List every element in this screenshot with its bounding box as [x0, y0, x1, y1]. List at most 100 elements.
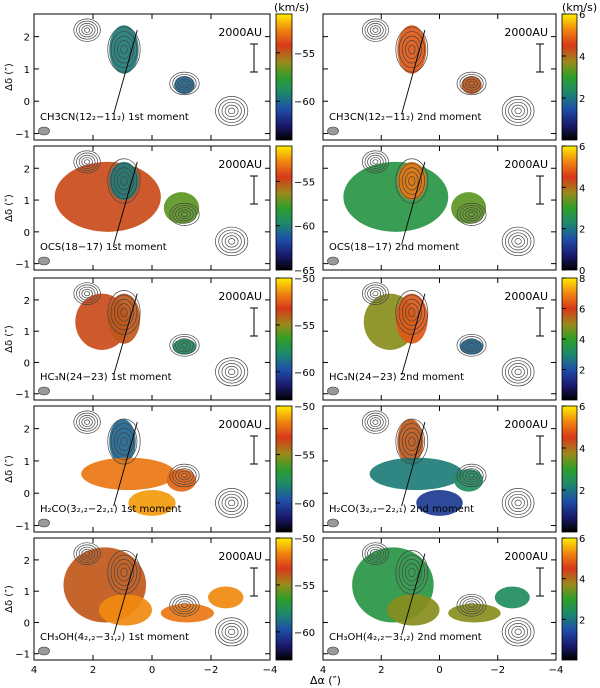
colorbar-tick-label: 4	[579, 575, 585, 586]
colorbar-tick-label: −60	[294, 222, 315, 233]
continuum-contour	[459, 466, 484, 485]
continuum-contour	[81, 25, 93, 36]
continuum-contour	[81, 157, 93, 167]
emission-blob	[109, 161, 139, 201]
panel-title: CH3CN(12₂−11₂) 1st moment	[40, 112, 189, 123]
continuum-contour	[395, 290, 429, 335]
continuum-contour	[84, 551, 91, 557]
moment-panel: 2000AU HC₃N(24−23) 2nd moment 8 6 4 2	[322, 274, 585, 401]
continuum-contour	[408, 44, 416, 55]
continuum-contour	[395, 158, 429, 204]
moment-panel: 2 1 0 −1 Δδ (″) 2000AU HC₃N(24−23) 1st moment −…	[4, 274, 315, 401]
emission-blob	[387, 594, 440, 626]
colorbar-tick-label: 2	[579, 94, 585, 105]
beam-ellipse	[38, 126, 50, 136]
continuum-contour	[465, 600, 478, 610]
continuum-contour	[181, 80, 188, 87]
outflow-axis-line	[401, 422, 426, 507]
continuum-contour	[364, 544, 387, 563]
continuum-contour	[73, 18, 101, 42]
continuum-contour	[172, 596, 197, 615]
y-tick-label: 2	[24, 556, 30, 567]
y-tick-label: −1	[15, 522, 30, 533]
continuum-contour	[215, 357, 249, 387]
continuum-contour	[398, 294, 425, 331]
continuum-contour	[218, 620, 245, 644]
panel-title: H₂CO(3₂,₂−2₂,₁) 1st moment	[40, 504, 182, 515]
outflow-axis-line	[113, 422, 138, 507]
continuum-contour	[408, 307, 416, 318]
continuum-contour	[405, 171, 419, 191]
continuum-contour	[501, 96, 535, 126]
continuum-contour	[228, 238, 236, 245]
colorbar-tick-label: 6	[579, 142, 585, 153]
continuum-contour	[508, 623, 529, 641]
moment-panel: 4 2 0 −2 −4 2000AU CH₃OH(4₂,₂−3₁,₂) 2nd moment…	[320, 534, 586, 676]
continuum-contour	[459, 205, 484, 224]
continuum-contour	[398, 554, 425, 591]
scale-bar-label: 2000AU	[218, 158, 262, 171]
continuum-contour	[361, 542, 389, 565]
continuum-contour	[110, 31, 138, 68]
emission-blob	[98, 594, 152, 626]
beam-ellipse	[38, 256, 50, 266]
continuum-contour	[408, 436, 416, 447]
continuum-contour	[511, 235, 525, 248]
panel-title: HC₃N(24−23) 1st moment	[40, 372, 172, 383]
scale-bar-label: 2000AU	[218, 26, 262, 39]
colorbar-tick-label: −50	[294, 402, 315, 413]
continuum-contour	[369, 548, 382, 559]
colorbar-tick-label: 6	[579, 10, 585, 21]
colorbar-tick-label: 4	[579, 52, 585, 63]
continuum-contour	[372, 159, 379, 165]
continuum-contour	[468, 602, 475, 608]
colorbar-tick-label: 4	[579, 444, 585, 455]
panel-title: OCS(18−17) 1st moment	[40, 242, 167, 253]
y-tick-label: 1	[24, 587, 30, 598]
continuum-contour	[224, 625, 239, 638]
continuum-contour	[107, 26, 141, 73]
continuum-contour	[73, 542, 101, 565]
colorbar-tick-label: 0	[579, 266, 585, 277]
panel-title: CH₃OH(4₂,₂−3₁,₂) 2nd moment	[329, 632, 482, 643]
moment-panel: 2 1 0 −1 Δδ (″) 2000AU OCS(18−17) 1st moment −5…	[4, 145, 315, 277]
y-axis-label: Δδ (″)	[4, 325, 15, 353]
continuum-contour	[84, 159, 91, 165]
continuum-contour	[175, 598, 194, 613]
continuum-contour	[228, 499, 236, 507]
continuum-contour	[364, 20, 387, 40]
colorbar-tick-label: 6	[579, 305, 585, 316]
colorbar-tick-label: −55	[294, 581, 315, 592]
y-tick-label: 2	[24, 33, 30, 44]
continuum-contour	[76, 20, 99, 40]
colorbar-tick-label: −55	[294, 177, 315, 188]
colorbar-tick-label: −60	[294, 499, 315, 510]
colorbar	[561, 537, 578, 661]
y-tick-label: −1	[15, 130, 30, 141]
continuum-contour	[459, 74, 484, 93]
continuum-contour	[405, 563, 419, 582]
continuum-contour	[78, 154, 96, 169]
scale-bar-label: 2000AU	[504, 418, 548, 431]
continuum-contour	[178, 78, 191, 89]
colorbar-tick-label: 6	[579, 402, 585, 413]
continuum-contour	[113, 558, 135, 586]
continuum-contour	[178, 209, 191, 220]
continuum-contour	[456, 71, 487, 96]
moment-panel: 2000AU CH3CN(12₂−11₂) 2nd moment 6 4 2	[322, 10, 585, 141]
continuum-contour	[181, 211, 188, 217]
continuum-contour	[465, 209, 478, 220]
colorbar-tick-label: −55	[294, 49, 315, 60]
continuum-contour	[408, 176, 416, 186]
continuum-contour	[113, 427, 135, 456]
continuum-contour	[398, 423, 425, 460]
scale-bar-label: 2000AU	[218, 550, 262, 563]
continuum-contour	[504, 620, 532, 644]
continuum-contour	[224, 365, 239, 378]
continuum-contour	[456, 593, 487, 617]
y-tick-label: 2	[24, 164, 30, 175]
continuum-contour	[501, 357, 535, 387]
x-tick-label: −2	[204, 665, 219, 676]
continuum-contour	[221, 101, 242, 120]
outflow-axis-line	[113, 30, 138, 115]
